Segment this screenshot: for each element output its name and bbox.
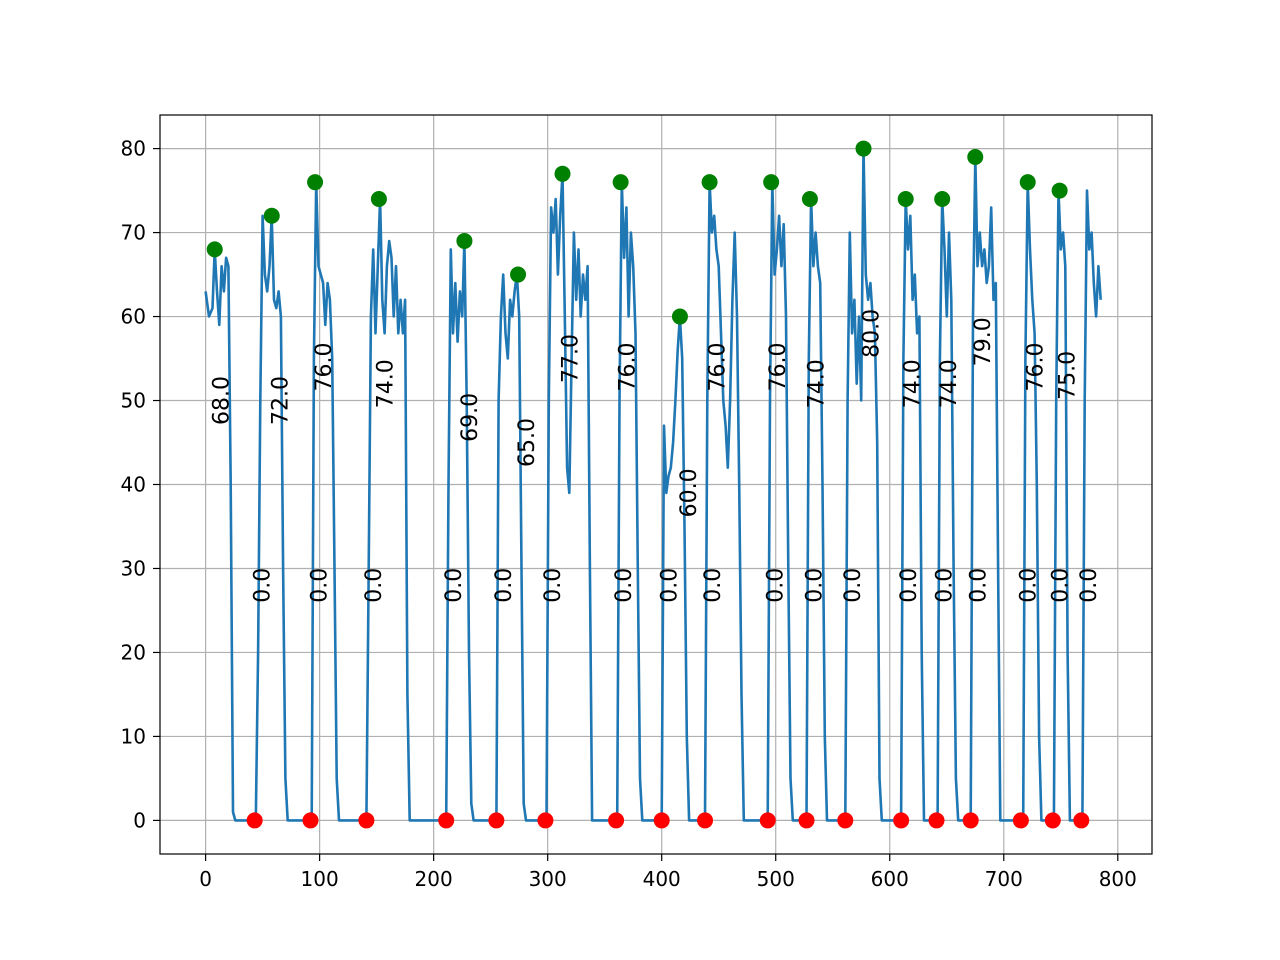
plot-area: 68.0 72.0 76.0 74.0 69.0 65.0 77.0 76.0 60.0 76.0… [204,140,1102,829]
peak-value-label: 79.0 [971,317,996,366]
trough-marker [928,812,945,829]
y-tick-label: 50 [121,389,146,413]
trough-value-label: 0.0 [1077,568,1102,603]
trough-value-label: 0.0 [1017,568,1042,603]
peak-marker [370,190,387,207]
peak-marker [263,207,280,224]
trough-marker [537,812,554,829]
trough-marker [438,812,455,829]
trough-marker [1073,812,1090,829]
trough-marker [653,812,670,829]
trough-marker [1044,812,1061,829]
peak-marker [897,190,914,207]
peak-value-label: 74.0 [805,359,830,408]
x-tick-label: 500 [757,867,795,891]
x-tick-label: 400 [643,867,681,891]
trough-value-label: 0.0 [307,568,332,603]
peak-value-label: 69.0 [458,393,483,442]
trough-marker [246,812,263,829]
x-tick-label: 100 [301,867,339,891]
trough-marker [759,812,776,829]
trough-value-label: 0.0 [612,568,637,603]
peak-value-label: 74.0 [900,359,925,408]
peak-value-label: 80.0 [859,309,884,358]
peak-marker [701,174,718,191]
peak-value-label: 76.0 [705,342,730,391]
x-tick-label: 600 [871,867,909,891]
peak-value-label: 76.0 [766,342,791,391]
trough-value-label: 0.0 [802,568,827,603]
trough-value-label: 0.0 [1049,568,1074,603]
trough-value-label: 0.0 [897,568,922,603]
y-tick-label: 80 [121,137,146,161]
y-tick-label: 20 [121,640,146,664]
trough-value-label: 0.0 [492,568,517,603]
trough-value-label: 0.0 [932,568,957,603]
peak-marker [1019,174,1036,191]
trough-marker [798,812,815,829]
y-tick-label: 30 [121,556,146,580]
peak-marker [206,241,223,258]
peak-marker [554,165,571,182]
y-tick-label: 10 [121,724,146,748]
y-tick-label: 60 [121,305,146,329]
y-tick-label: 0 [133,808,146,832]
trough-value-label: 0.0 [764,568,789,603]
trough-value-label: 0.0 [841,568,866,603]
peak-marker [934,190,951,207]
y-tick-label: 70 [121,221,146,245]
trough-value-label: 0.0 [658,568,683,603]
x-tick-label: 700 [985,867,1023,891]
trough-marker [837,812,854,829]
y-tick-label: 40 [121,473,146,497]
x-tick-label: 800 [1099,867,1137,891]
trough-marker [302,812,319,829]
peak-value-label: 76.0 [615,342,640,391]
peak-marker [307,174,324,191]
trough-marker [962,812,979,829]
peak-value-label: 74.0 [374,359,399,408]
x-tick-label: 0 [199,867,212,891]
peak-marker [671,308,688,325]
peak-value-label: 75.0 [1055,351,1080,400]
trough-marker [488,812,505,829]
peak-value-label: 65.0 [515,418,540,467]
trough-value-label: 0.0 [442,568,467,603]
peak-marker [1051,182,1068,199]
trough-value-label: 0.0 [541,568,566,603]
peak-value-label: 68.0 [209,376,234,425]
peak-value-label: 60.0 [677,468,702,517]
peak-marker [855,140,872,157]
peak-value-label: 74.0 [937,359,962,408]
trough-value-label: 0.0 [967,568,992,603]
trough-marker [1012,812,1029,829]
grid-lines [160,115,1152,854]
peak-marker [763,174,780,191]
x-tick-label: 300 [529,867,567,891]
trough-value-label: 0.0 [701,568,726,603]
x-tick-label: 200 [415,867,453,891]
peak-value-label: 72.0 [269,376,294,425]
peak-marker [967,148,984,165]
peak-value-label: 76.0 [312,342,337,391]
trough-value-label: 0.0 [362,568,387,603]
trough-marker [358,812,375,829]
peak-marker [510,266,527,283]
peak-marker [456,232,473,249]
axis-ticks: 0 100 200 300 400 500 600 700 800 0 10 20 30 40 50 60 70… [121,137,1137,891]
trough-marker [697,812,714,829]
peak-value-label: 76.0 [1024,342,1049,391]
peak-value-label: 77.0 [558,334,583,383]
peak-marker [612,174,629,191]
series-line-signal [204,147,1102,822]
trough-marker [893,812,910,829]
trough-value-label: 0.0 [250,568,275,603]
peak-marker [801,190,818,207]
trough-marker [608,812,625,829]
